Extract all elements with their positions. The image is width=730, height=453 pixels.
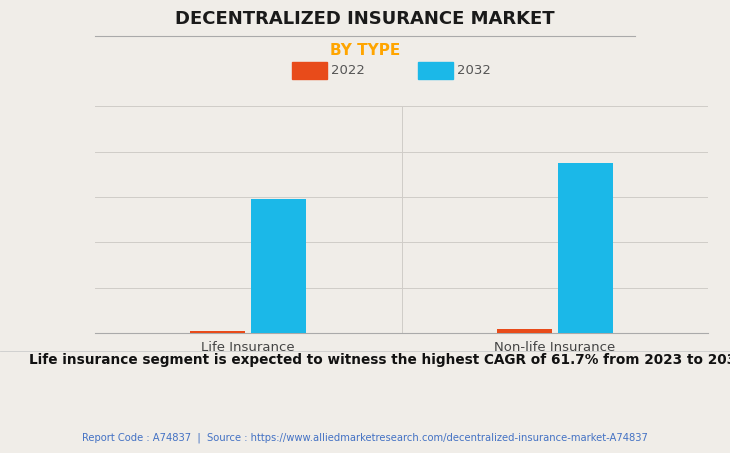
Bar (190, 331, 245, 333)
Text: BY TYPE: BY TYPE (330, 43, 400, 58)
Bar (558, 163, 613, 333)
Text: 2032: 2032 (457, 64, 491, 77)
Text: Report Code : A74837  |  Source : https://www.alliedmarketresearch.com/decentral: Report Code : A74837 | Source : https://… (82, 433, 648, 443)
Bar (496, 329, 552, 333)
Bar (251, 199, 307, 333)
Text: DECENTRALIZED INSURANCE MARKET: DECENTRALIZED INSURANCE MARKET (175, 10, 555, 28)
Text: Life insurance segment is expected to witness the highest CAGR of 61.7% from 202: Life insurance segment is expected to wi… (29, 353, 730, 367)
Text: 2022: 2022 (331, 64, 364, 77)
